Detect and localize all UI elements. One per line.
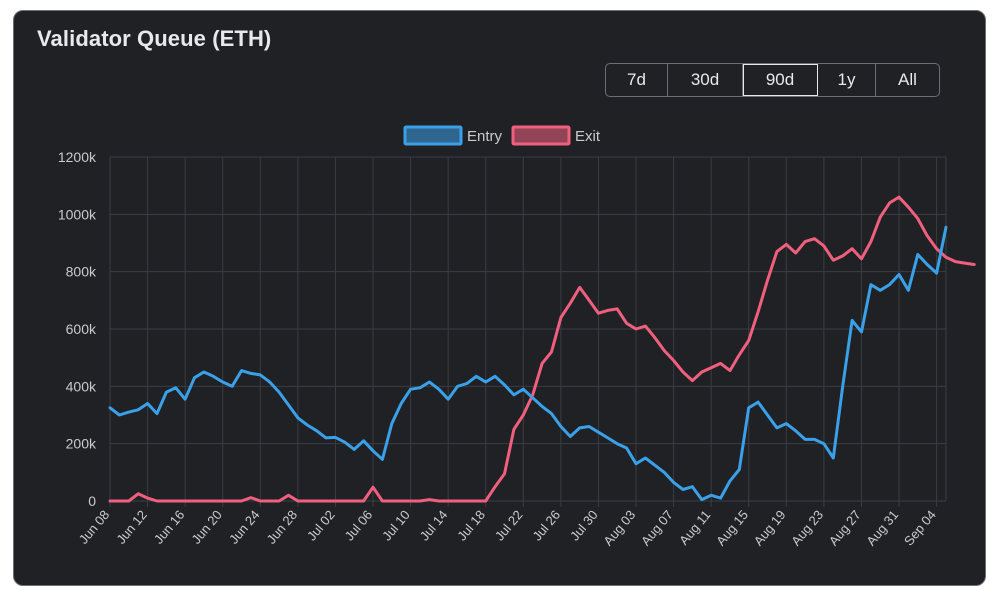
x-tick-label: Jul 10 <box>379 507 413 543</box>
legend-label-exit[interactable]: Exit <box>575 128 601 145</box>
x-tick-label: Jul 14 <box>417 507 451 543</box>
x-tick-label: Jul 22 <box>492 507 526 543</box>
x-tick-label: Aug 03 <box>600 507 638 548</box>
x-tick-label: Jun 28 <box>264 507 301 547</box>
x-tick-label: Jul 18 <box>454 507 488 543</box>
range-button-1y[interactable]: 1y <box>818 64 876 96</box>
y-tick-label: 1200k <box>58 149 97 165</box>
x-tick-label: Sep 04 <box>901 507 939 548</box>
x-tick-label: Aug 11 <box>676 507 713 547</box>
series-line-entry <box>108 225 948 502</box>
range-button-7d[interactable]: 7d <box>606 64 668 96</box>
x-tick-label: Jun 08 <box>76 507 113 547</box>
series-line-exit <box>108 195 976 503</box>
y-tick-label: 0 <box>88 493 96 509</box>
x-tick-label: Jun 24 <box>226 507 263 547</box>
x-tick-label: Aug 15 <box>713 507 751 548</box>
x-tick-label: Jul 06 <box>342 507 376 543</box>
x-tick-label: Aug 23 <box>788 507 826 548</box>
range-button-90d[interactable]: 90d <box>743 64 818 96</box>
x-tick-label: Jun 16 <box>151 507 188 547</box>
y-tick-label: 200k <box>66 436 97 452</box>
y-tick-label: 400k <box>66 378 97 394</box>
x-tick-label: Jul 30 <box>567 507 601 543</box>
time-range-selector: 7d 30d 90d 1y All <box>605 63 940 97</box>
chart-title: Validator Queue (ETH) <box>37 26 272 51</box>
x-tick-label: Jun 20 <box>188 507 225 547</box>
range-button-all[interactable]: All <box>898 70 917 89</box>
x-tick-label: Aug 27 <box>826 507 864 548</box>
legend-swatch-entry[interactable] <box>403 125 463 146</box>
y-tick-label: 600k <box>66 321 97 337</box>
y-tick-label: 800k <box>66 264 97 280</box>
y-tick-label: 1000k <box>58 206 97 222</box>
x-tick-label: Jul 26 <box>529 507 563 543</box>
legend-label-entry[interactable]: Entry <box>467 128 503 145</box>
range-button-30d[interactable]: 30d <box>668 64 743 96</box>
x-tick-label: Aug 07 <box>638 507 676 548</box>
x-tick-label: Jul 02 <box>304 507 338 543</box>
x-tick-label: Jun 12 <box>113 507 150 547</box>
x-tick-label: Aug 31 <box>863 507 901 548</box>
x-tick-label: Aug 19 <box>751 507 789 548</box>
legend-swatch-exit[interactable] <box>511 125 571 146</box>
